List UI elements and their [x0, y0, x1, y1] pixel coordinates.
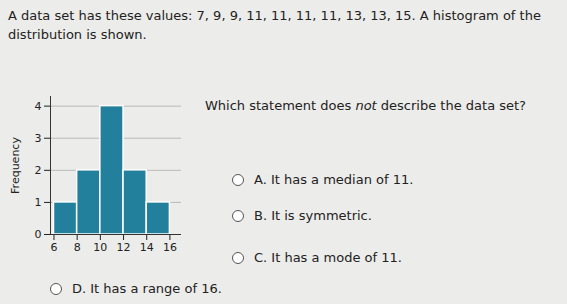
svg-text:16: 16: [163, 241, 177, 254]
html-text:C. It has a mode of 11.: C. It has a mode of 11.: [254, 250, 402, 265]
svg-text:4: 4: [35, 100, 42, 113]
svg-text:2: 2: [35, 164, 42, 177]
svg-text:12: 12: [117, 241, 131, 254]
html-text:A data set has these values: 7: A data set has these values: 7, 9, 9, 11…: [8, 8, 541, 42]
svg-text:3: 3: [35, 132, 42, 145]
html-text:B. It is symmetric.: B. It is symmetric.: [254, 208, 372, 223]
svg-text:8: 8: [74, 241, 81, 254]
svg-text:14: 14: [140, 241, 154, 254]
html-text:Which statement does not descr: Which statement does not describe the da…: [205, 98, 526, 113]
svg-text:6: 6: [50, 241, 57, 254]
html-text:D. It has a range of 16.: D. It has a range of 16.: [72, 281, 222, 296]
html-text:A. It has a median of 11.: A. It has a median of 11.: [254, 172, 414, 187]
svg-text:1: 1: [35, 196, 42, 209]
svg-text:Frequency: Frequency: [9, 137, 22, 194]
svg-text:10: 10: [93, 241, 107, 254]
svg-text:0: 0: [35, 228, 42, 241]
